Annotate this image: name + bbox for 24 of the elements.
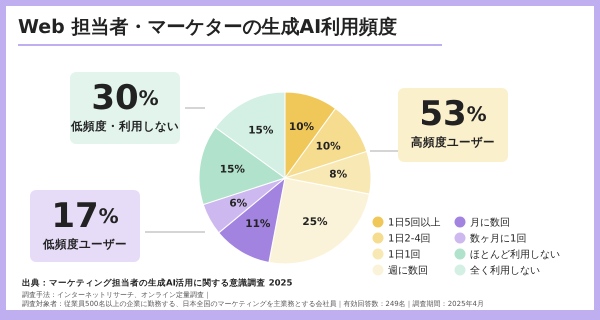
data-label: 10%	[288, 121, 315, 134]
legend-label: 1日1回	[388, 250, 421, 261]
legend-label: 全く利用しない	[470, 264, 540, 277]
data-label: 15%	[220, 164, 246, 176]
text: 低頻度・利用しない	[70, 119, 179, 134]
source-note: 出典：マーケティング担当者の生成AI活用に関する意識調査 2025	[22, 277, 292, 288]
text: 17%	[51, 196, 119, 236]
data-label: 25%	[302, 216, 328, 228]
text: 高頻度ユーザー	[411, 135, 495, 150]
legend-label: 数ヶ月に1回	[470, 234, 526, 245]
data-label: 10%	[316, 140, 342, 153]
legend-label: ほとんど利用しない	[470, 248, 560, 261]
data-label: 6%	[229, 198, 248, 210]
text: 53%	[419, 94, 487, 134]
legend-label: 1日2-4回	[388, 234, 431, 245]
text: 30%	[91, 78, 159, 118]
legend-label: 1日5回以上	[388, 216, 441, 229]
chart-title: Web 担当者・マーケターの生成AI利用頻度	[18, 16, 398, 38]
text: 低頻度ユーザー	[42, 237, 127, 252]
data-label: 15%	[248, 124, 274, 136]
legend-label: 週に数回	[388, 266, 428, 277]
legend-label: 月に数回	[470, 218, 510, 229]
data-label: 8%	[329, 168, 348, 181]
data-label: 11%	[245, 218, 271, 230]
